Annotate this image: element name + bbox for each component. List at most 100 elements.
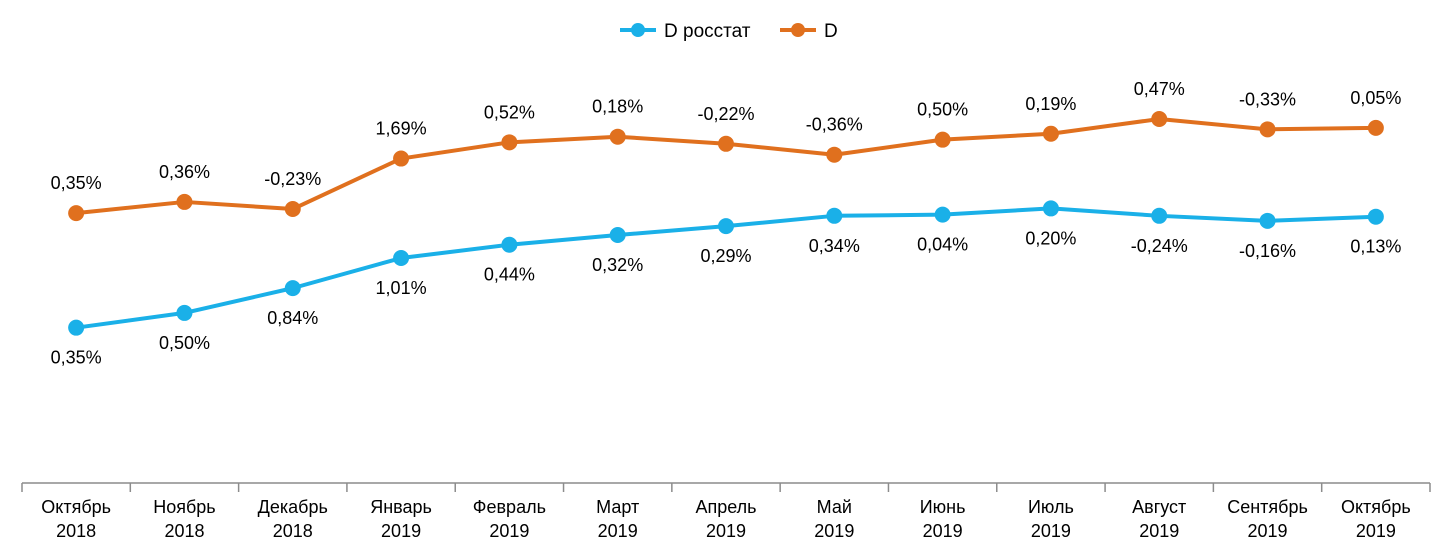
x-tick-label: Октябрь 2019 — [1341, 497, 1411, 541]
data-label-rosstat: -0,24% — [1131, 236, 1188, 256]
data-point-d — [393, 150, 410, 167]
x-tick-label-month: Декабрь — [258, 497, 328, 517]
legend-label-rosstat: D росстат — [664, 21, 751, 42]
data-label-rosstat: 0,50% — [159, 333, 210, 353]
data-label-d: 0,19% — [1025, 94, 1076, 114]
data-point-rosstat — [68, 319, 85, 336]
x-tick-label: Октябрь 2018 — [41, 497, 111, 541]
data-point-rosstat — [284, 280, 301, 297]
data-point-d — [1259, 121, 1276, 138]
data-label-d: 0,18% — [592, 97, 643, 117]
data-point-rosstat — [826, 207, 843, 224]
data-label-rosstat: 0,84% — [267, 308, 318, 328]
x-tick-label: Январь 2019 — [370, 497, 432, 541]
data-point-rosstat — [501, 236, 518, 253]
x-tick-label: Февраль 2019 — [473, 497, 546, 541]
data-label-rosstat: 0,32% — [592, 255, 643, 275]
data-label-d: 0,35% — [51, 173, 102, 193]
data-label-rosstat: 0,35% — [51, 348, 102, 368]
x-tick-label: Декабрь 2018 — [258, 497, 328, 541]
data-labels: 0,35% 0,50% 0,84% 1,01% 0,44% 0,32% 0,29% 0,34%… — [51, 79, 1402, 368]
data-point-rosstat — [934, 206, 951, 223]
x-tick-label-year: 2019 — [706, 521, 746, 541]
data-point-d — [1042, 125, 1059, 142]
data-point-d — [501, 134, 518, 151]
data-label-rosstat: 0,44% — [484, 265, 535, 285]
legend-item-rosstat: D росстат — [620, 21, 751, 42]
data-point-rosstat — [718, 218, 734, 235]
x-tick-label: Сентябрь 2019 — [1227, 497, 1308, 541]
x-tick-label-month: Сентябрь — [1227, 497, 1308, 517]
data-label-rosstat: 0,34% — [809, 236, 860, 256]
x-tick-label-month: Февраль — [473, 497, 546, 517]
x-tick-label-month: Август — [1132, 497, 1186, 517]
data-label-d: -0,36% — [806, 115, 863, 135]
x-tick-label-year: 2018 — [56, 521, 96, 541]
series-group — [68, 111, 1384, 336]
x-tick-label-month: Ноябрь — [153, 497, 215, 517]
data-label-d: -0,33% — [1239, 89, 1296, 109]
series-line-d — [74, 117, 1378, 216]
legend-item-d: D — [780, 21, 838, 42]
x-tick-label-month: Июль — [1028, 497, 1074, 517]
data-point-d — [1367, 119, 1384, 136]
x-tick-label-year: 2018 — [273, 521, 313, 541]
data-point-d — [609, 128, 626, 145]
data-point-d — [718, 135, 734, 152]
data-point-rosstat — [1259, 212, 1276, 229]
x-tick-label: Август 2019 — [1132, 497, 1186, 541]
x-tick-label-month: Январь — [370, 497, 432, 517]
data-point-d — [176, 193, 193, 210]
data-point-d — [1151, 111, 1168, 127]
legend-label-d: D — [824, 21, 838, 42]
x-tick-label: Май 2019 — [814, 497, 854, 541]
data-point-d — [934, 131, 951, 148]
x-tick-label: Июль 2019 — [1028, 497, 1074, 541]
x-tick-label-year: 2019 — [1356, 521, 1396, 541]
x-tick-label-month: Октябрь — [1341, 497, 1411, 517]
data-point-d — [68, 205, 85, 222]
data-label-rosstat: 0,04% — [917, 235, 968, 255]
data-label-d: 1,69% — [376, 119, 427, 139]
x-tick-label-year: 2019 — [1248, 521, 1288, 541]
data-label-d: -0,22% — [697, 104, 754, 124]
data-label-rosstat: 1,01% — [376, 278, 427, 298]
x-tick-label-year: 2019 — [381, 521, 421, 541]
data-point-rosstat — [393, 250, 410, 267]
x-tick-label-month: Март — [596, 497, 639, 517]
data-label-d: -0,23% — [264, 169, 321, 189]
x-tick-label-year: 2019 — [923, 521, 963, 541]
data-point-rosstat — [1151, 207, 1168, 224]
data-point-d — [826, 146, 843, 163]
x-tick-label: Апрель 2019 — [695, 497, 756, 541]
x-axis-tick-labels: Октябрь 2018 Ноябрь 2018 Декабрь 2018 Январь 20… — [41, 497, 1410, 541]
legend: D росстат D — [620, 21, 838, 42]
x-tick-label-year: 2019 — [1139, 521, 1179, 541]
data-label-rosstat: 0,29% — [700, 246, 751, 266]
x-tick-label: Ноябрь 2018 — [153, 497, 215, 541]
x-tick-label-month: Май — [817, 497, 852, 517]
data-label-d: 0,50% — [917, 100, 968, 120]
legend-marker-d — [791, 23, 805, 37]
x-tick-label-month: Июнь — [920, 497, 966, 517]
x-tick-label-month: Октябрь — [41, 497, 111, 517]
data-label-d: 0,47% — [1134, 79, 1185, 99]
x-tick-label-year: 2018 — [164, 521, 204, 541]
x-tick-label-year: 2019 — [489, 521, 529, 541]
data-label-rosstat: 0,13% — [1350, 237, 1401, 257]
x-tick-label-year: 2019 — [814, 521, 854, 541]
data-label-d: 0,05% — [1350, 88, 1401, 108]
x-tick-label-year: 2019 — [598, 521, 638, 541]
x-tick-label: Июнь 2019 — [920, 497, 966, 541]
data-label-rosstat: 0,20% — [1025, 228, 1076, 248]
data-point-rosstat — [1042, 200, 1059, 217]
data-point-rosstat — [609, 226, 626, 243]
x-axis-ticks — [21, 483, 1431, 492]
x-tick-label-month: Апрель — [695, 497, 756, 517]
data-point-rosstat — [176, 304, 193, 321]
x-tick-label-year: 2019 — [1031, 521, 1071, 541]
data-label-rosstat: -0,16% — [1239, 241, 1296, 261]
legend-marker-rosstat — [631, 23, 645, 37]
x-tick-label: Март 2019 — [596, 497, 639, 541]
